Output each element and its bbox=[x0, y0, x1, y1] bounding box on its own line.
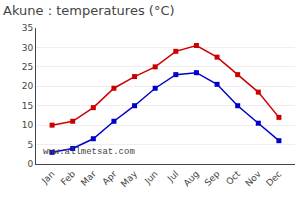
svg-text:Apr: Apr bbox=[100, 169, 118, 187]
svg-text:Jun: Jun bbox=[142, 169, 160, 187]
svg-text:Akune : temperatures (°C): Akune : temperatures (°C) bbox=[3, 3, 174, 18]
svg-text:20: 20 bbox=[22, 81, 34, 91]
svg-text:30: 30 bbox=[22, 43, 34, 53]
svg-text:5: 5 bbox=[27, 140, 33, 150]
svg-text:15: 15 bbox=[22, 101, 33, 111]
svg-text:Nov: Nov bbox=[243, 168, 263, 188]
svg-text:10: 10 bbox=[22, 120, 34, 130]
svg-text:Jul: Jul bbox=[165, 169, 180, 184]
svg-text:35: 35 bbox=[22, 23, 33, 33]
svg-text:Aug: Aug bbox=[182, 169, 202, 189]
svg-text:May: May bbox=[119, 168, 140, 189]
svg-text:Mar: Mar bbox=[79, 169, 98, 188]
svg-text:Dec: Dec bbox=[264, 169, 283, 188]
svg-text:25: 25 bbox=[22, 62, 33, 72]
svg-text:www.allmetsat.com: www.allmetsat.com bbox=[43, 147, 135, 157]
svg-text:Oct: Oct bbox=[224, 168, 242, 186]
svg-text:0: 0 bbox=[27, 159, 33, 169]
svg-text:Jan: Jan bbox=[39, 169, 57, 187]
svg-text:Sep: Sep bbox=[203, 169, 222, 188]
svg-text:Feb: Feb bbox=[59, 169, 78, 188]
